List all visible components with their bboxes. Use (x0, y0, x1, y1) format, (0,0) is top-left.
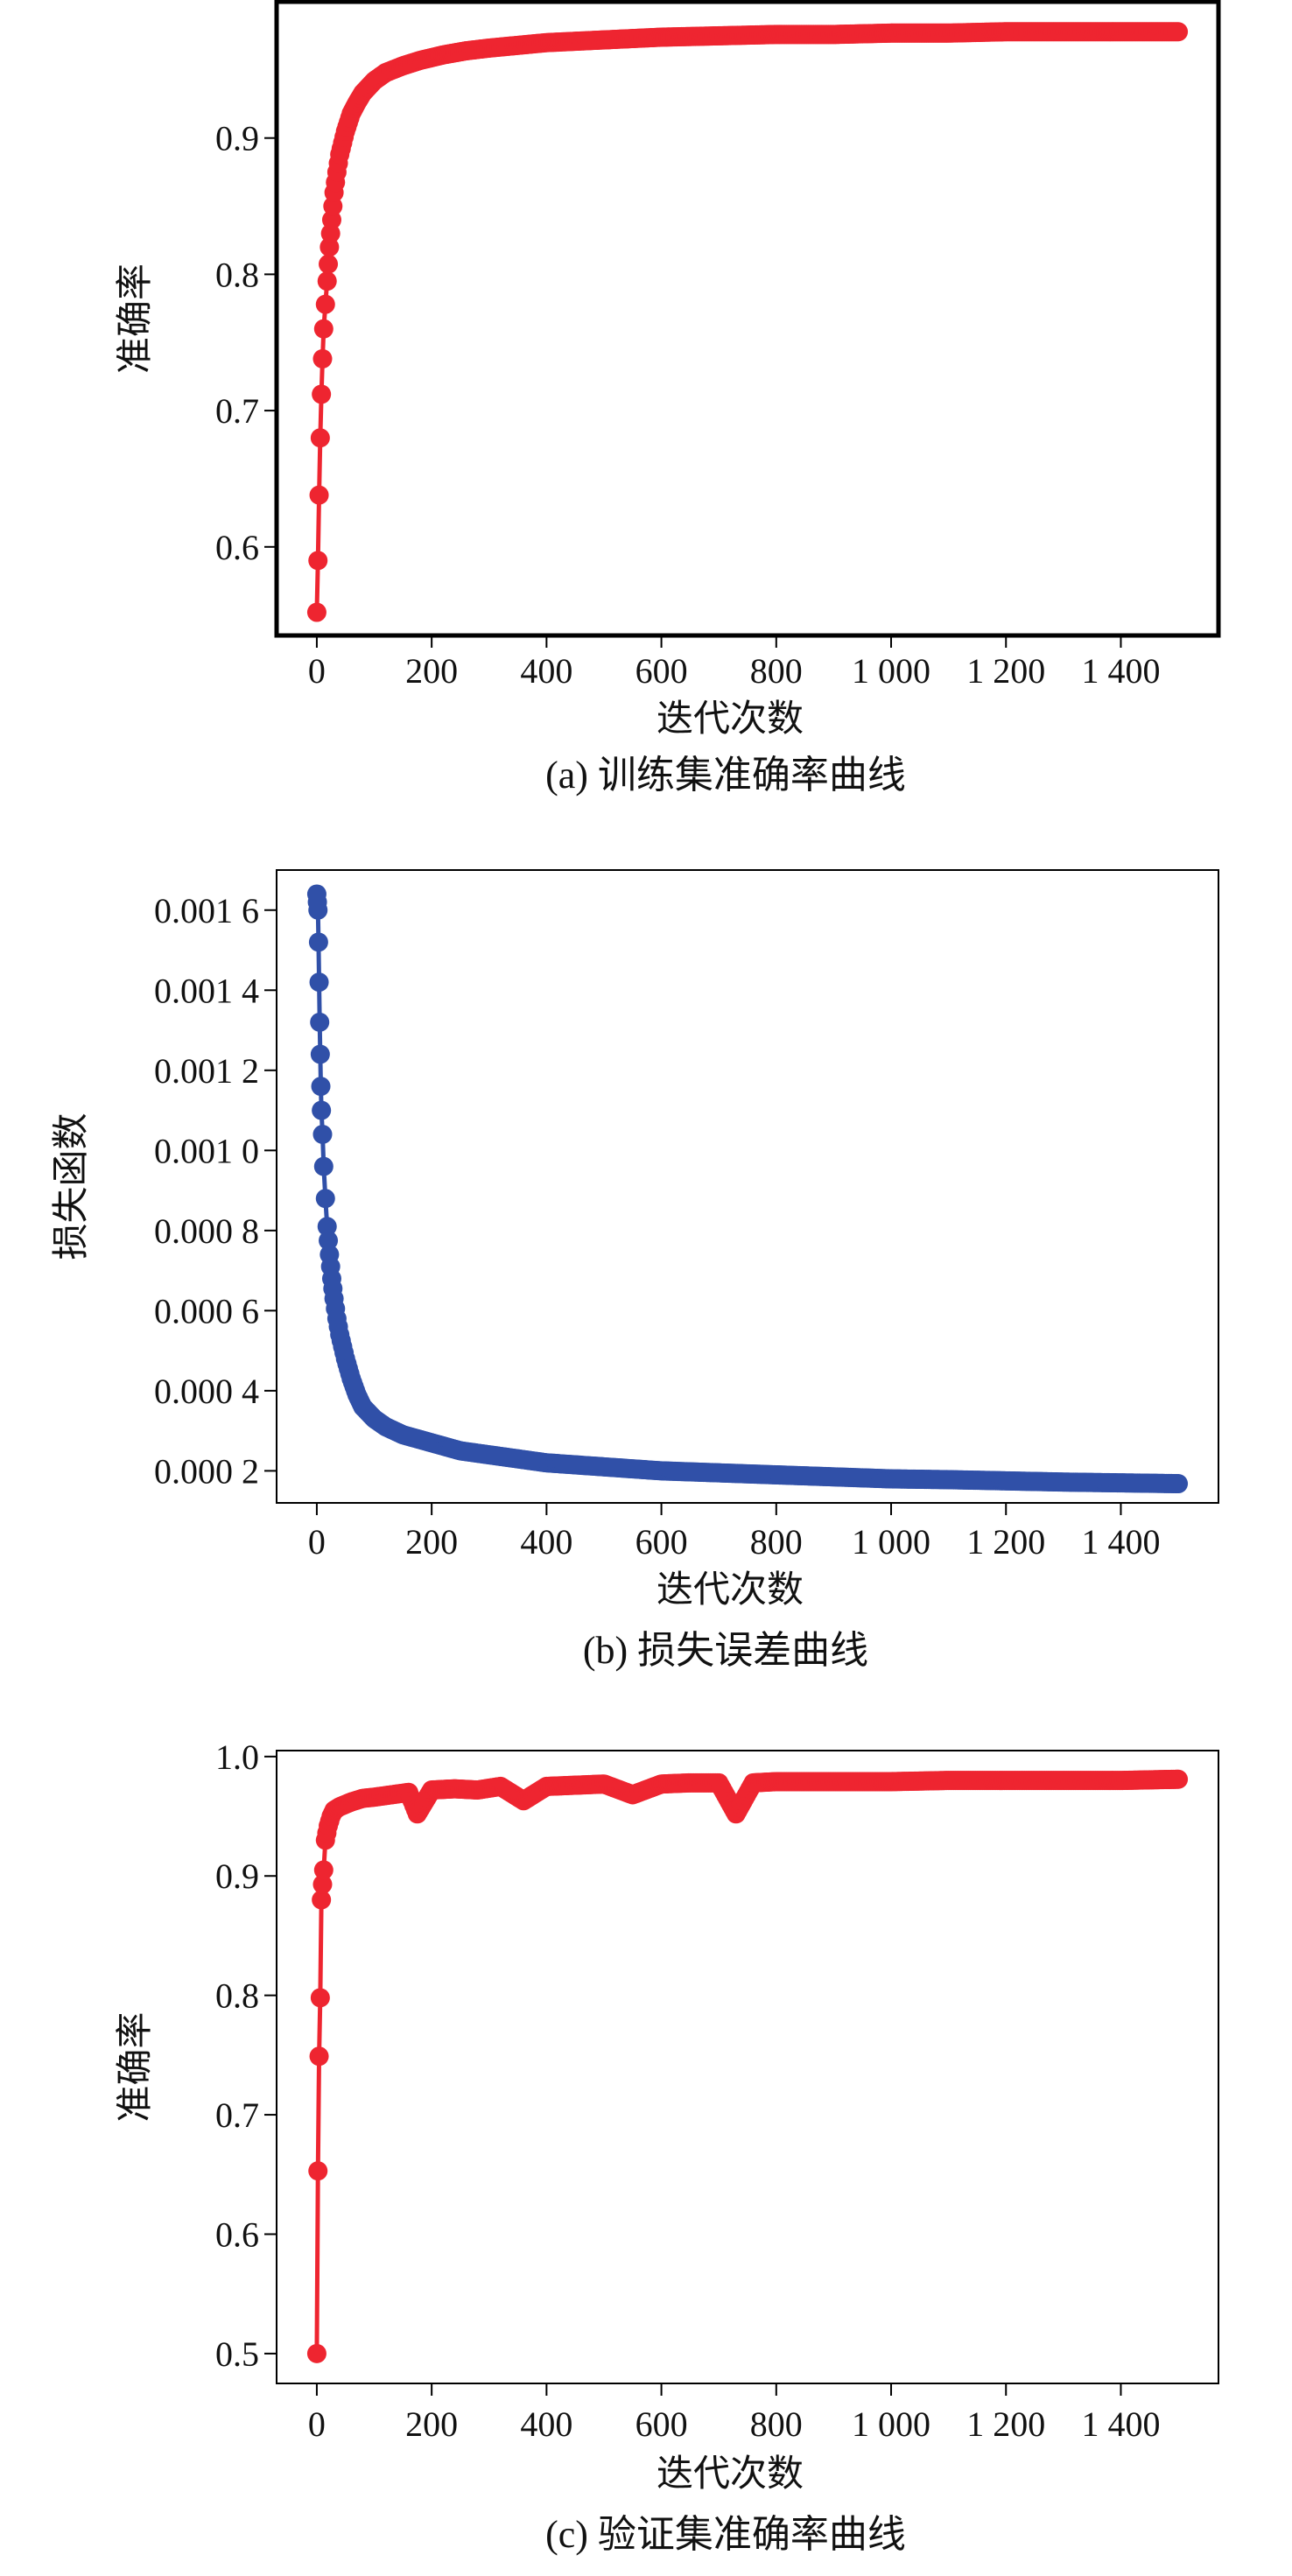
data-point (310, 1012, 330, 1032)
series-line (314, 29, 1179, 613)
y-tick-label: 0.9 (215, 119, 259, 158)
y-tick-label: 0.6 (215, 528, 259, 567)
y-axis-label: 准确率 (113, 263, 156, 374)
data-point (313, 1860, 334, 1880)
x-tick-label: 800 (750, 1522, 803, 1562)
y-tick-label: 0.9 (215, 1857, 259, 1896)
y-tick-label: 0.001 0 (154, 1131, 259, 1170)
x-tick-label: 1 400 (1081, 1522, 1160, 1562)
y-tick-label: 0.7 (215, 391, 259, 431)
series-line (314, 1777, 1179, 2354)
chart-caption: (b) 损失误差曲线 (583, 1629, 868, 1672)
x-tick-label: 200 (405, 651, 458, 691)
data-point (308, 900, 328, 920)
y-tick-label: 0.000 8 (154, 1211, 259, 1251)
data-point (311, 1077, 331, 1097)
data-point (312, 1890, 332, 1910)
data-point (313, 319, 334, 339)
y-axis-label: 损失函数 (49, 1113, 92, 1260)
x-tick-label: 400 (520, 651, 572, 691)
y-tick-label: 0.001 4 (154, 971, 259, 1010)
y-tick-label: 1.0 (215, 1737, 259, 1777)
data-point (315, 1189, 335, 1209)
plot-frame (276, 869, 1219, 1504)
x-tick-label: 1 000 (852, 2404, 930, 2444)
series-1 (306, 22, 1189, 622)
data-point (313, 1156, 334, 1176)
data-point (306, 602, 327, 622)
plot-frame (276, 1750, 1219, 2384)
data-point (1169, 22, 1189, 42)
x-tick-label: 1 400 (1081, 651, 1160, 691)
data-point (310, 1044, 330, 1064)
data-point (308, 2161, 328, 2181)
x-tick-label: 0 (308, 2404, 326, 2444)
data-point (308, 932, 328, 952)
data-point (310, 428, 330, 448)
data-point (309, 485, 329, 505)
data-point (308, 551, 328, 571)
data-point (309, 972, 329, 993)
data-point (312, 1874, 333, 1894)
y-tick-label: 0.5 (215, 2334, 259, 2374)
x-tick-label: 1 000 (852, 651, 930, 691)
y-tick-label: 0.001 2 (154, 1051, 259, 1091)
data-point (1169, 1769, 1189, 1789)
x-tick-label: 800 (750, 651, 803, 691)
series-line (314, 894, 1179, 1486)
y-axis-label: 准确率 (113, 2011, 156, 2122)
x-tick-label: 600 (635, 2404, 688, 2444)
chart-caption: (c) 验证集准确率曲线 (545, 2513, 906, 2556)
data-point (306, 2343, 327, 2363)
data-point (312, 1125, 333, 1145)
y-tick-label: 0.6 (215, 2215, 259, 2254)
x-tick-label: 200 (405, 1522, 458, 1562)
x-tick-label: 1 200 (966, 2404, 1045, 2444)
y-tick-label: 0.000 4 (154, 1372, 259, 1411)
y-tick-label: 0.001 6 (154, 891, 259, 930)
y-tick-label: 0.000 6 (154, 1291, 259, 1330)
data-point (319, 254, 339, 274)
series-1 (306, 1769, 1189, 2363)
chart-3: 0 200 400 600 800 1 000 1 200 1 400 0.5 0.6 0.7 0.8… (113, 1737, 1219, 2556)
x-axis-label: 迭代次数 (657, 697, 804, 740)
data-point (312, 1100, 332, 1120)
series-1 (306, 884, 1189, 1494)
x-tick-label: 600 (635, 1522, 688, 1562)
data-point (315, 294, 335, 314)
data-point (317, 271, 337, 291)
x-tick-label: 1 200 (966, 1522, 1045, 1562)
x-tick-label: 400 (520, 1522, 572, 1562)
data-point (310, 1988, 330, 2008)
data-point (312, 348, 333, 369)
y-tick-label: 0.8 (215, 1976, 259, 2016)
x-tick-label: 800 (750, 2404, 803, 2444)
y-tick-label: 0.000 2 (154, 1451, 259, 1491)
x-axis-label: 迭代次数 (657, 2452, 804, 2495)
x-axis-label: 迭代次数 (657, 1568, 804, 1611)
x-tick-label: 1 400 (1081, 2404, 1160, 2444)
data-point (312, 384, 332, 404)
x-tick-label: 400 (520, 2404, 572, 2444)
data-point (1169, 1474, 1189, 1494)
y-tick-label: 0.7 (215, 2095, 259, 2135)
y-tick-label: 0.8 (215, 255, 259, 294)
x-tick-label: 200 (405, 2404, 458, 2444)
data-point (317, 1217, 337, 1237)
x-tick-label: 0 (308, 651, 326, 691)
x-tick-label: 600 (635, 651, 688, 691)
plot-frame (274, 0, 1221, 638)
x-tick-label: 1 200 (966, 651, 1045, 691)
data-point (309, 2046, 329, 2067)
chart-caption: (a) 训练集准确率曲线 (545, 754, 906, 797)
data-point (319, 1231, 339, 1251)
x-tick-label: 1 000 (852, 1522, 930, 1562)
chart-1: 0 200 400 600 800 1 000 1 200 1 400 0.6 0.7 0.8 0.9… (113, 0, 1221, 797)
x-tick-label: 0 (308, 1522, 326, 1562)
chart-2: 0 200 400 600 800 1 000 1 200 1 400 0.000 2 0.000… (49, 869, 1219, 1672)
